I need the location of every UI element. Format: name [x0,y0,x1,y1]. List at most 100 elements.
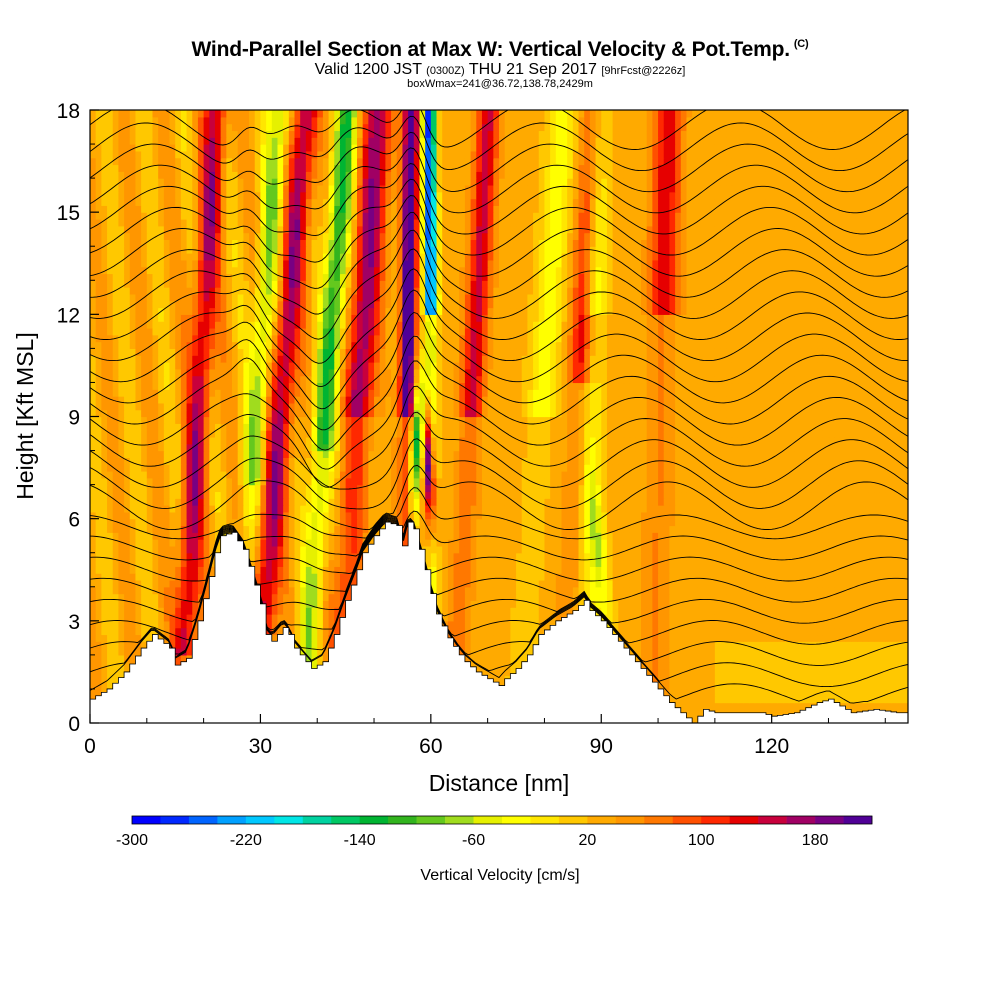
velocity-cell [192,505,199,513]
velocity-cell [561,484,568,493]
velocity-cell [317,654,324,663]
velocity-cell [595,545,602,554]
velocity-cell [294,614,301,622]
velocity-cell [675,654,682,663]
velocity-cell [817,552,824,561]
velocity-cell [743,702,750,710]
velocity-cell [811,579,818,588]
velocity-cell [629,586,636,595]
velocity-cell [777,593,784,601]
velocity-cell [550,552,557,561]
velocity-cell [731,491,739,499]
velocity-cell [703,648,710,656]
velocity-cell [175,593,182,601]
velocity-cell [839,627,847,636]
velocity-cell [436,505,443,513]
velocity-cell [425,552,432,561]
velocity-cell [146,539,154,547]
velocity-cell [896,600,903,608]
velocity-cell [646,654,653,663]
velocity-cell [317,491,324,499]
velocity-cell [283,498,290,506]
velocity-cell [709,539,716,547]
velocity-cell [879,654,886,663]
velocity-cell [368,484,375,493]
velocity-cell [606,600,614,608]
velocity-cell [788,539,795,547]
velocity-cell [589,600,597,608]
velocity-cell [856,682,864,690]
velocity-cell [709,661,716,670]
velocity-cell [817,579,824,588]
velocity-cell [555,511,563,520]
velocity-cell [214,498,222,506]
velocity-cell [339,566,347,574]
velocity-cell [192,593,199,601]
velocity-cell [714,586,722,595]
velocity-cell [180,545,188,554]
velocity-cell [118,484,125,493]
velocity-cell [856,668,864,676]
velocity-cell [658,654,665,663]
velocity-cell [726,688,733,697]
velocity-cell [487,511,494,520]
velocity-cell [879,675,886,683]
velocity-cell [544,573,551,581]
velocity-cell [538,559,546,567]
velocity-cell [95,525,102,533]
velocity-cell [663,641,671,649]
velocity-cell [595,518,602,527]
valid-time-utc: (0300Z) [426,65,465,77]
velocity-cell [146,566,154,574]
velocity-cell [709,600,716,608]
velocity-cell [873,539,881,547]
velocity-cell [851,688,858,697]
velocity-cell [124,661,131,670]
velocity-cell [300,566,307,574]
velocity-cell [606,545,614,554]
velocity-cell [561,491,568,499]
velocity-cell [533,559,540,567]
velocity-cell [334,559,341,567]
velocity-cell [703,682,710,690]
velocity-cell [294,539,301,547]
velocity-cell [516,505,523,513]
velocity-cell [641,586,648,595]
velocity-cell [885,614,892,622]
velocity-cell [760,668,767,676]
velocity-cell [748,593,756,601]
velocity-cell [90,525,97,533]
velocity-cell [95,511,102,520]
velocity-cell [464,491,472,499]
velocity-cell [158,627,165,636]
velocity-cell [351,559,358,567]
velocity-cell [527,634,534,642]
velocity-cell [510,600,517,608]
velocity-cell [862,505,869,513]
velocity-cell [510,525,517,533]
velocity-cell [101,607,108,615]
velocity-cell [828,498,835,506]
velocity-cell [470,586,477,595]
velocity-cell [124,641,131,649]
velocity-cell [169,614,176,622]
velocity-cell [95,593,102,601]
velocity-cell [822,566,830,574]
velocity-cell [692,532,699,540]
velocity-cell [499,539,506,547]
velocity-cell [748,559,756,567]
velocity-cell [146,511,154,520]
velocity-cell [203,505,210,513]
velocity-cell [851,532,858,540]
velocity-cell [124,600,131,608]
velocity-cell [783,566,790,574]
velocity-cell [697,668,705,676]
velocity-cell [408,484,415,493]
velocity-cell [124,484,131,493]
velocity-cell [805,532,813,540]
velocity-cell [748,654,756,663]
velocity-cell [902,545,908,554]
velocity-cell [481,525,489,533]
velocity-cell [232,484,239,493]
velocity-cell [192,573,199,581]
